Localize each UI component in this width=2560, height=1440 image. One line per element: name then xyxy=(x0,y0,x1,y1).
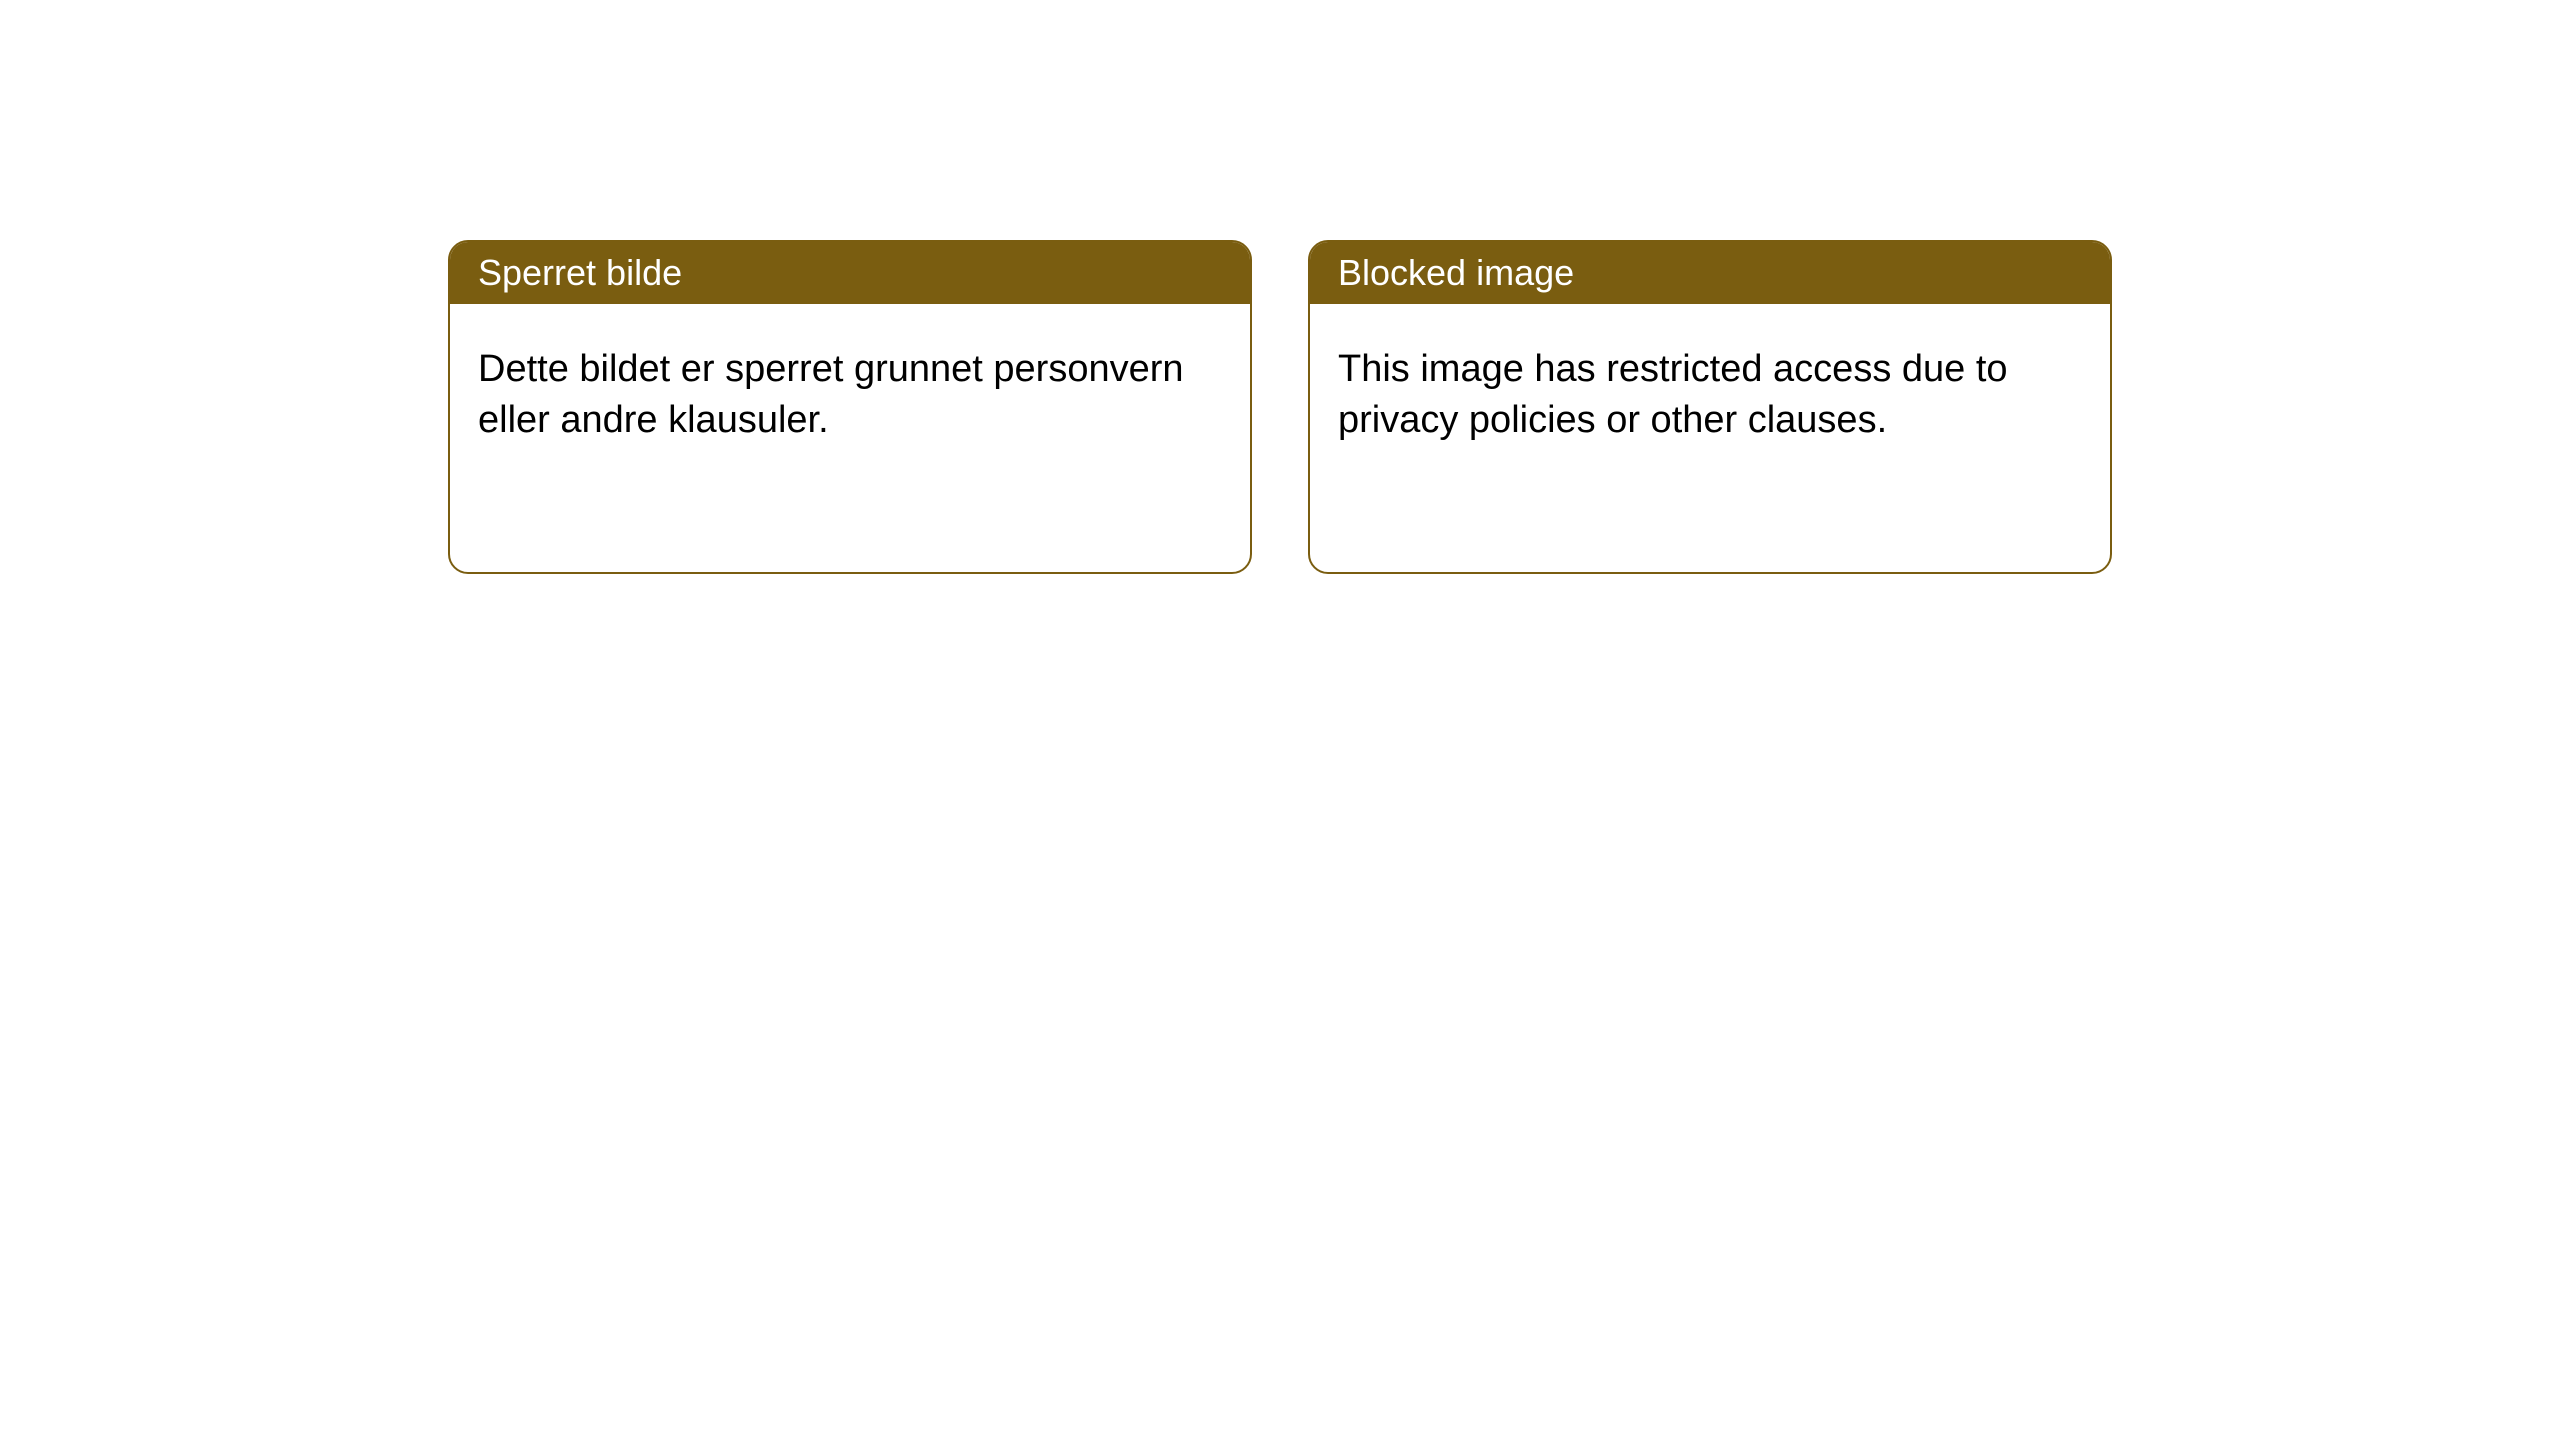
card-title: Blocked image xyxy=(1338,252,1574,293)
card-header: Blocked image xyxy=(1310,242,2110,304)
card-body-text: Dette bildet er sperret grunnet personve… xyxy=(478,348,1184,441)
blocked-image-card-no: Sperret bilde Dette bildet er sperret gr… xyxy=(448,240,1252,574)
card-body: This image has restricted access due to … xyxy=(1310,304,2110,487)
card-title: Sperret bilde xyxy=(478,252,682,293)
card-body: Dette bildet er sperret grunnet personve… xyxy=(450,304,1250,487)
blocked-image-card-en: Blocked image This image has restricted … xyxy=(1308,240,2112,574)
card-header: Sperret bilde xyxy=(450,242,1250,304)
blocked-image-cards: Sperret bilde Dette bildet er sperret gr… xyxy=(448,240,2560,574)
card-body-text: This image has restricted access due to … xyxy=(1338,348,2008,441)
